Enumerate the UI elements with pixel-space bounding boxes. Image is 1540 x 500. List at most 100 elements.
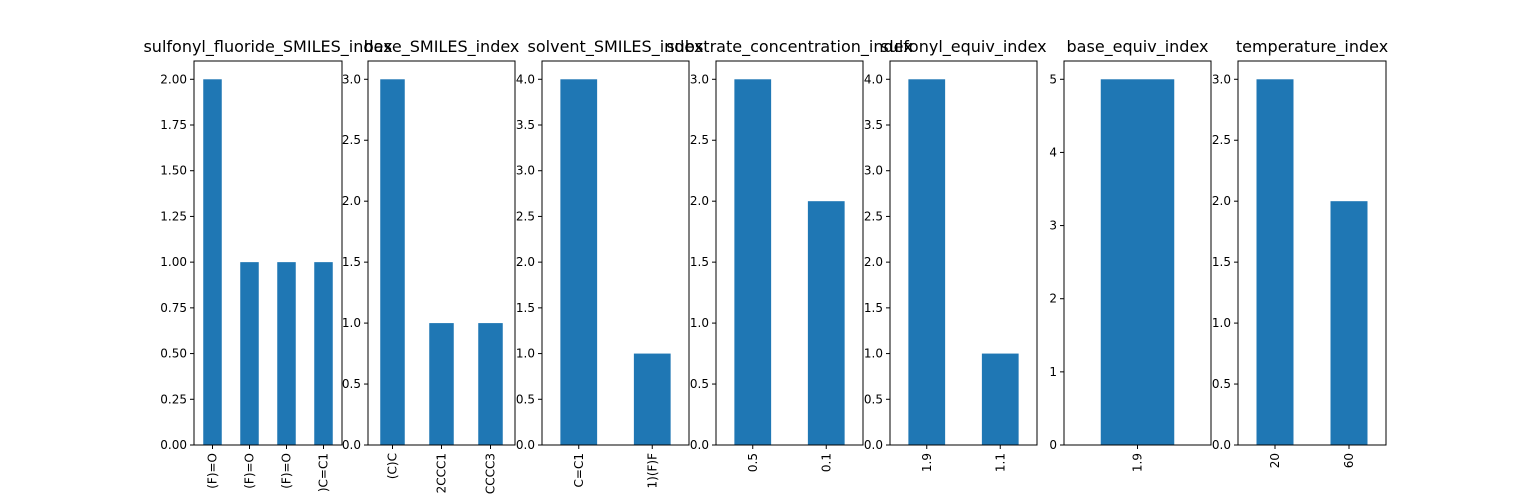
y-tick-label: 0.5: [342, 377, 361, 391]
x-tick-label: 1)(F)F: [645, 453, 659, 489]
y-tick-label: 1.5: [864, 301, 883, 315]
y-tick-label: 2: [1049, 292, 1057, 306]
y-tick-label: 2.5: [864, 209, 883, 223]
y-tick-label: 1.75: [160, 118, 187, 132]
axes-frame: [1237, 60, 1387, 446]
subplot-title: sulfonyl_equiv_index: [880, 37, 1046, 57]
y-tick-label: 2.00: [160, 72, 187, 86]
x-tick-label: 1.9: [920, 453, 934, 472]
bar: [807, 201, 845, 445]
y-tick-label: 4: [1049, 145, 1057, 159]
axes-frame: [715, 60, 864, 446]
x-tick-label: (F)=O: [243, 453, 257, 489]
x-tick-label: 1.1: [993, 453, 1007, 472]
y-tick-label: 2.0: [516, 255, 535, 269]
axes-frame: [367, 60, 516, 446]
subplot-6: 1.9 0 1 2 3 4 5: [1049, 60, 1212, 472]
y-tick-label: 2.0: [342, 194, 361, 208]
y-tick-label: 1.5: [516, 301, 535, 315]
y-tick-label: 1.0: [690, 316, 709, 330]
x-tick-label: 2CCC1: [435, 453, 449, 493]
bar: [1330, 201, 1368, 445]
y-tick-label: 5: [1049, 72, 1057, 86]
x-tick-label: 0.5: [746, 453, 760, 472]
bar: [633, 353, 671, 445]
axes-frame: [1063, 60, 1212, 446]
y-tick-label: 3.5: [516, 118, 535, 132]
subplot-7: 20 60 0.0 0.5 1.0 1.5 2.0 2.5 3.0: [1212, 60, 1387, 468]
subplot-1: (F)=O (F)=O (F)=O)C=C1 0.00 0.25 0.50 0.75 1.00…: [160, 60, 343, 492]
subplot-title: sulfonyl_fluoride_SMILES_index: [143, 37, 392, 57]
y-tick-label: 2.5: [342, 133, 361, 147]
x-tick-label: (F)=O: [280, 453, 294, 489]
bar: [478, 323, 503, 445]
subplot-title: temperature_index: [1236, 37, 1388, 57]
subplot-4: 0.5 0.1 0.0 0.5 1.0 1.5 2.0 2.5 3.0: [690, 60, 864, 472]
axes-frame: [541, 60, 690, 446]
x-tick-label: C=C1: [572, 453, 586, 487]
y-tick-label: 0.0: [342, 438, 361, 452]
y-tick-label: 3: [1049, 219, 1057, 233]
bar: [734, 79, 772, 445]
y-tick-label: 4.0: [864, 72, 883, 86]
axes-frame: [889, 60, 1038, 446]
y-tick-label: 2.0: [864, 255, 883, 269]
y-tick-label: 0.0: [690, 438, 709, 452]
y-tick-label: 1.0: [516, 347, 535, 361]
y-tick-label: 1: [1049, 365, 1057, 379]
x-tick-label: 20: [1268, 453, 1282, 468]
y-tick-label: 3.0: [516, 164, 535, 178]
y-tick-label: 2.0: [690, 194, 709, 208]
x-tick-label: )C=C1: [317, 453, 331, 492]
y-tick-label: 0.5: [516, 392, 535, 406]
y-tick-label: 0.0: [1212, 438, 1231, 452]
y-tick-label: 1.0: [1212, 316, 1231, 330]
y-tick-label: 0.0: [516, 438, 535, 452]
bar: [203, 79, 222, 445]
y-tick-label: 3.0: [690, 72, 709, 86]
y-tick-label: 1.25: [160, 209, 187, 223]
y-tick-label: 2.5: [1212, 133, 1231, 147]
y-tick-label: 1.0: [342, 316, 361, 330]
x-tick-label: 60: [1342, 453, 1356, 468]
y-tick-label: 1.0: [864, 347, 883, 361]
y-tick-label: 2.0: [1212, 194, 1231, 208]
y-tick-label: 0.0: [864, 438, 883, 452]
y-tick-label: 0: [1049, 438, 1057, 452]
y-tick-label: 1.50: [160, 164, 187, 178]
bar: [908, 79, 946, 445]
bar: [560, 79, 598, 445]
subplot-title: solvent_SMILES_index: [528, 37, 704, 57]
bar: [240, 262, 259, 445]
y-tick-label: 3.5: [864, 118, 883, 132]
bar: [429, 323, 454, 445]
y-tick-label: 0.25: [160, 392, 187, 406]
axes-frame: [193, 60, 343, 446]
bar: [277, 262, 296, 445]
subplot-2: (C)C 2CCC1 CCCC3 0.0 0.5 1.0 1.5 2.0 2.5 3.0: [342, 60, 516, 494]
x-tick-label: 0.1: [819, 453, 833, 472]
bar: [981, 353, 1019, 445]
y-tick-label: 0.5: [690, 377, 709, 391]
y-tick-label: 0.75: [160, 301, 187, 315]
y-tick-label: 2.5: [690, 133, 709, 147]
y-tick-label: 1.5: [690, 255, 709, 269]
y-tick-label: 1.5: [342, 255, 361, 269]
y-tick-label: 3.0: [1212, 72, 1231, 86]
y-tick-label: 0.50: [160, 347, 187, 361]
subplot-title: substrate_concentration_index: [666, 37, 912, 57]
y-tick-label: 0.5: [864, 392, 883, 406]
subplot-title: base_SMILES_index: [364, 37, 520, 57]
y-tick-label: 4.0: [516, 72, 535, 86]
bar: [380, 79, 405, 445]
y-tick-label: 0.5: [1212, 377, 1231, 391]
bar: [1100, 79, 1175, 445]
subplot-title: base_equiv_index: [1067, 37, 1209, 57]
x-tick-label: 1.9: [1131, 453, 1145, 472]
y-tick-label: 3.0: [342, 72, 361, 86]
subplot-5: 1.9 1.1 0.0 0.5 1.0 1.5 2.0 2.5 3.0 3.5 4.0: [864, 60, 1038, 472]
y-tick-label: 0.00: [160, 438, 187, 452]
y-tick-label: 3.0: [864, 164, 883, 178]
bar: [314, 262, 333, 445]
